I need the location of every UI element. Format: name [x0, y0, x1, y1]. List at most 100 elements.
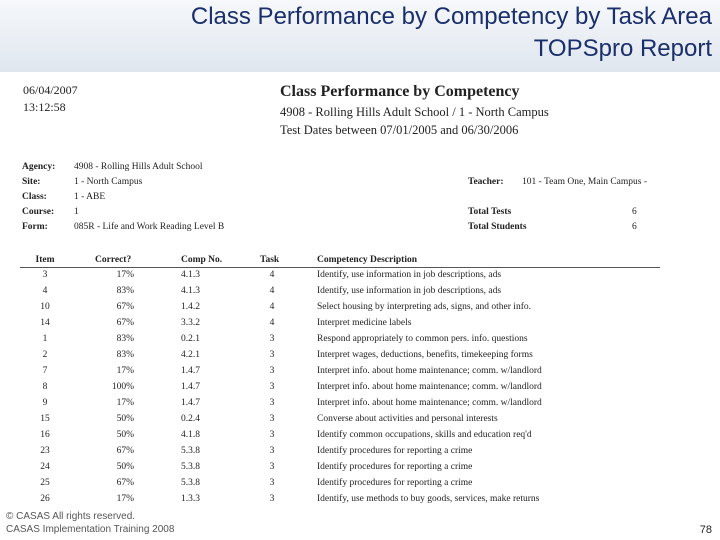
total-tests-value: 6: [632, 207, 637, 217]
cell-correct: 50%: [116, 430, 134, 440]
cell-comp-no: 4.1.3: [181, 286, 200, 296]
cell-correct: 83%: [116, 350, 134, 360]
cell-task: 4: [269, 302, 275, 312]
info-class-label: Class:: [22, 192, 47, 202]
cell-comp-no: 4.2.1: [181, 350, 200, 360]
cell-description: Identify common occupations, skills and …: [317, 430, 532, 440]
cell-comp-no: 1.4.7: [181, 366, 200, 376]
page-number: 78: [699, 524, 712, 536]
cell-task: 3: [269, 334, 275, 344]
cell-comp-no: 1.4.7: [181, 398, 200, 408]
cell-item: 26: [40, 494, 50, 504]
cell-comp-no: 3.3.2: [181, 318, 200, 328]
cell-description: Identify procedures for reporting a crim…: [317, 462, 473, 472]
report-time: 13:12:58: [23, 100, 66, 114]
header-rule: [20, 267, 660, 268]
slide-title-line1: Class Performance by Competency by Task …: [190, 3, 712, 30]
total-students-value: 6: [632, 222, 637, 232]
cell-item: 24: [40, 462, 50, 472]
cell-description: Select housing by interpreting ads, sign…: [317, 302, 531, 312]
copyright-text: © CASAS All rights reserved.: [6, 511, 136, 522]
table-row: 2 83% 4.2.1 3 Interpret wages, deduction…: [0, 350, 720, 366]
cell-correct: 17%: [116, 398, 134, 408]
cell-comp-no: 5.3.8: [181, 446, 200, 456]
info-site-value: 1 - North Campus: [74, 177, 143, 187]
cell-task: 3: [269, 462, 275, 472]
cell-task: 3: [269, 398, 275, 408]
cell-item: 14: [40, 318, 50, 328]
cell-task: 3: [269, 382, 275, 392]
table-row: 15 50% 0.2.4 3 Converse about activities…: [0, 414, 720, 430]
cell-description: Interpret info. about home maintenance; …: [317, 366, 542, 376]
footer: © CASAS All rights reserved. CASAS Imple…: [6, 510, 174, 536]
cell-correct: 50%: [116, 462, 134, 472]
cell-comp-no: 1.3.3: [181, 494, 200, 504]
report-date: 06/04/2007: [23, 83, 78, 97]
table-row: 24 50% 5.3.8 3 Identify procedures for r…: [0, 462, 720, 478]
cell-correct: 67%: [116, 318, 134, 328]
cell-comp-no: 1.4.2: [181, 302, 200, 312]
cell-comp-no: 5.3.8: [181, 478, 200, 488]
cell-correct: 17%: [116, 366, 134, 376]
slide-title-line2: TOPSpro Report: [533, 35, 712, 62]
cell-correct: 50%: [116, 414, 134, 424]
table-row: 7 17% 1.4.7 3 Interpret info. about home…: [0, 366, 720, 382]
col-header-task: Task: [260, 255, 280, 265]
cell-item: 9: [42, 398, 48, 408]
cell-item: 2: [42, 350, 48, 360]
cell-task: 3: [269, 350, 275, 360]
cell-task: 4: [269, 270, 275, 280]
cell-correct: 17%: [116, 270, 134, 280]
cell-task: 3: [269, 414, 275, 424]
report-title: Class Performance by Competency: [280, 83, 520, 100]
table-row: 8 100% 1.4.7 3 Interpret info. about hom…: [0, 382, 720, 398]
cell-item: 15: [40, 414, 50, 424]
cell-correct: 67%: [116, 302, 134, 312]
cell-correct: 83%: [116, 286, 134, 296]
cell-description: Identify, use information in job descrip…: [317, 270, 502, 280]
cell-correct: 67%: [116, 478, 134, 488]
info-class-value: 1 - ABE: [74, 192, 106, 202]
info-teacher-label: Teacher:: [468, 177, 504, 187]
total-tests-label: Total Tests: [468, 207, 512, 217]
info-course-value: 1: [74, 207, 79, 217]
cell-description: Converse about activities and personal i…: [317, 414, 498, 424]
cell-item: 3: [42, 270, 48, 280]
training-text: CASAS Implementation Training 2008: [6, 524, 175, 535]
cell-item: 23: [40, 446, 50, 456]
cell-description: Identify procedures for reporting a crim…: [317, 446, 473, 456]
report-date-range: Test Dates between 07/01/2005 and 06/30/…: [280, 123, 519, 137]
cell-comp-no: 0.2.1: [181, 334, 200, 344]
report-subtitle: 4908 - Rolling Hills Adult School / 1 - …: [280, 105, 549, 119]
table-row: 26 17% 1.3.3 3 Identify, use methods to …: [0, 494, 720, 510]
col-header-correct: Correct?: [95, 255, 132, 265]
cell-description: Identify, use methods to buy goods, serv…: [317, 494, 540, 504]
cell-comp-no: 4.1.8: [181, 430, 200, 440]
col-header-item: Item: [35, 255, 55, 265]
report-document: 06/04/2007 13:12:58 Class Performance by…: [0, 73, 720, 540]
table-row: 16 50% 4.1.8 3 Identify common occupatio…: [0, 430, 720, 446]
cell-item: 16: [40, 430, 50, 440]
col-header-description: Competency Description: [317, 255, 417, 265]
cell-item: 4: [42, 286, 48, 296]
info-agency-value: 4908 - Rolling Hills Adult School: [74, 162, 203, 172]
cell-description: Interpret info. about home maintenance; …: [317, 382, 542, 392]
cell-item: 25: [40, 478, 50, 488]
cell-description: Identify, use information in job descrip…: [317, 286, 502, 296]
cell-item: 10: [40, 302, 50, 312]
cell-task: 3: [269, 446, 275, 456]
col-header-comp-no: Comp No.: [181, 255, 223, 265]
cell-description: Respond appropriately to common pers. in…: [317, 334, 528, 344]
cell-correct: 100%: [111, 382, 134, 392]
cell-correct: 67%: [116, 446, 134, 456]
info-form-value: 085R - Life and Work Reading Level B: [74, 222, 225, 232]
table-row: 4 83% 4.1.3 4 Identify, use information …: [0, 286, 720, 302]
cell-task: 4: [269, 286, 275, 296]
info-agency-label: Agency:: [22, 162, 56, 172]
cell-task: 3: [269, 494, 275, 504]
cell-item: 1: [42, 334, 48, 344]
cell-description: Interpret info. about home maintenance; …: [317, 398, 542, 408]
info-course-label: Course:: [22, 207, 55, 217]
table-row: 10 67% 1.4.2 4 Select housing by interpr…: [0, 302, 720, 318]
cell-correct: 17%: [116, 494, 134, 504]
